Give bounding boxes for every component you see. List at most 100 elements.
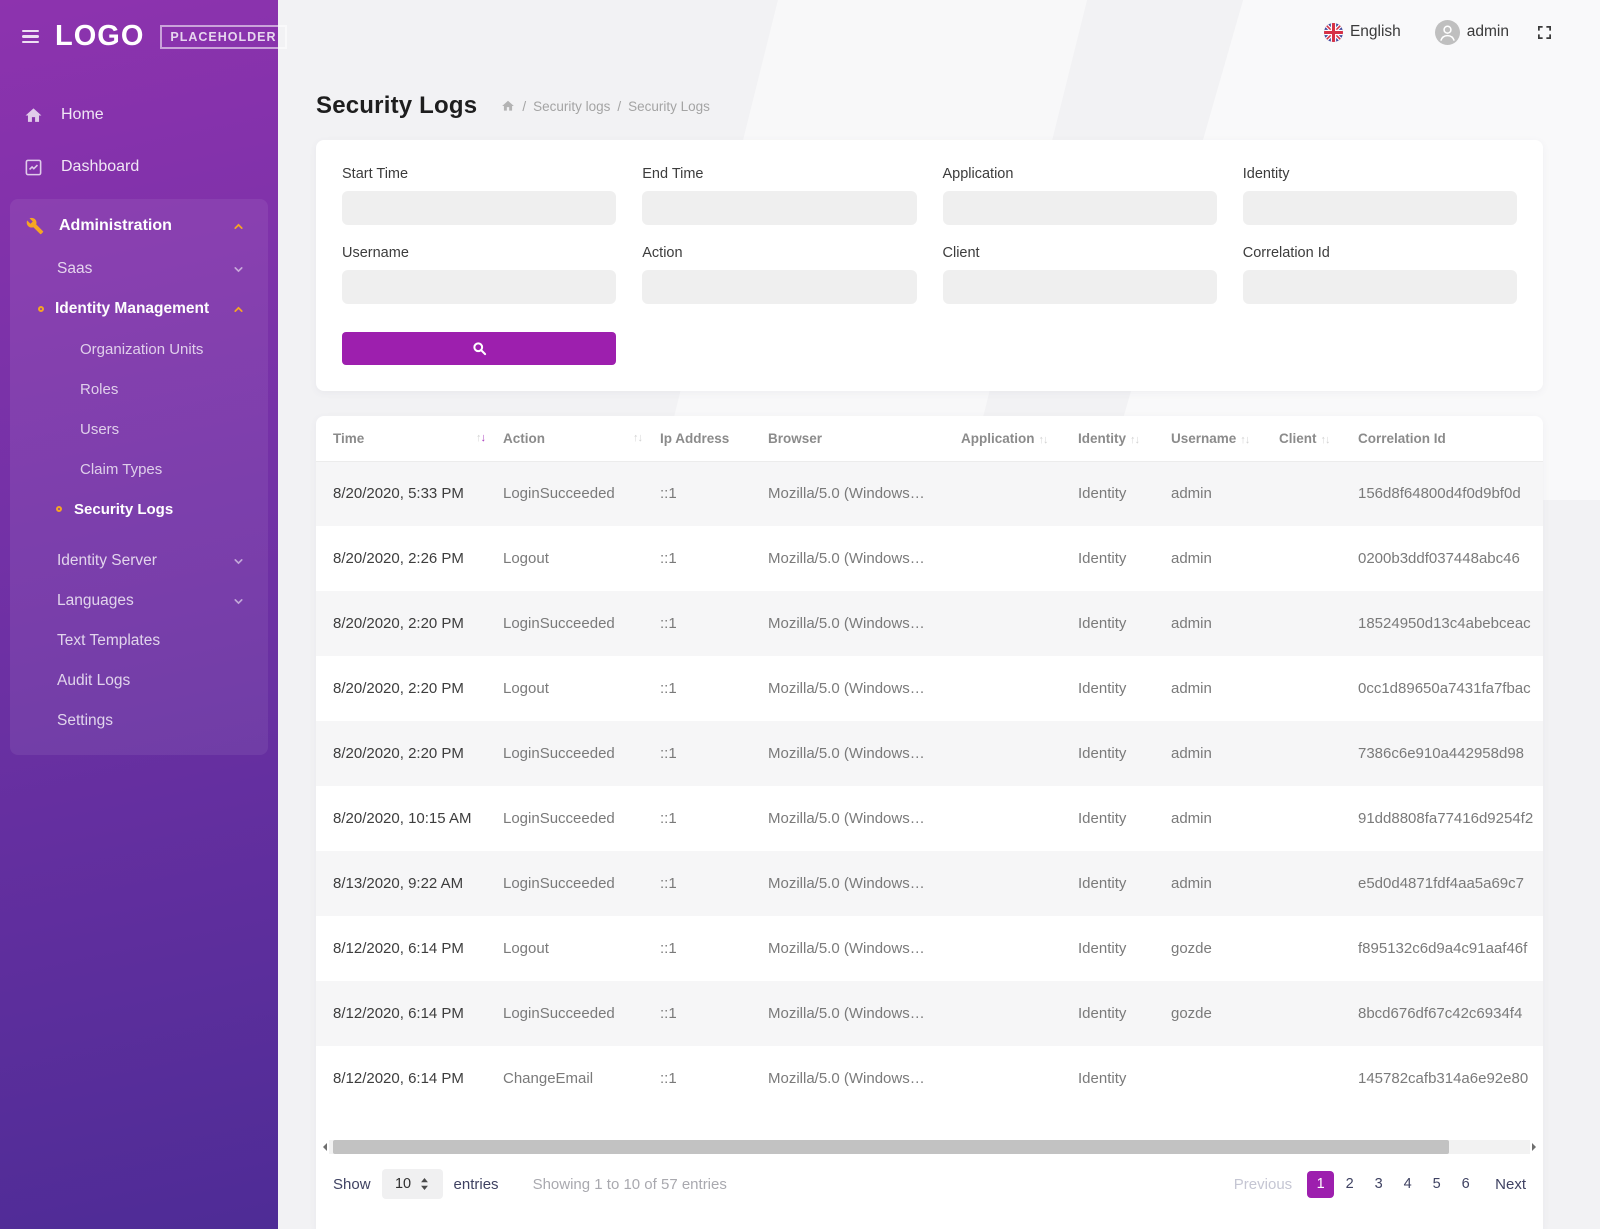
cell-identity: Identity bbox=[1078, 1070, 1127, 1087]
cell-ip-address: ::1 bbox=[660, 615, 677, 632]
topbar: English admin bbox=[278, 0, 1600, 50]
cell-client bbox=[1279, 591, 1358, 656]
start-time-label: Start Time bbox=[342, 166, 409, 182]
sidebar-item-identity-management[interactable]: Identity Management bbox=[10, 289, 268, 329]
breadcrumb-home-icon[interactable] bbox=[501, 99, 515, 113]
sidebar-item-claim-types[interactable]: Claim Types bbox=[10, 449, 268, 489]
main-area: English admin Security Logs / Security l… bbox=[278, 0, 1600, 1229]
action-input[interactable] bbox=[642, 270, 917, 304]
cell-identity: Identity bbox=[1078, 615, 1127, 632]
cell-identity: Identity bbox=[1078, 875, 1127, 892]
title-row: Security Logs / Security logs / Security… bbox=[316, 92, 1543, 120]
user-menu[interactable]: admin bbox=[1434, 19, 1509, 45]
sidebar-item-security-logs[interactable]: Security Logs bbox=[10, 489, 268, 529]
start-time-input[interactable] bbox=[342, 191, 617, 225]
table-row: 8/12/2020, 6:14 PM LoginSucceeded ::1 Mo… bbox=[316, 981, 1543, 1046]
column-header-action[interactable]: Action ↑↓ bbox=[503, 416, 660, 462]
cell-client bbox=[1279, 981, 1358, 1046]
sidebar-item-settings[interactable]: Settings bbox=[10, 701, 268, 741]
correlation-id-input[interactable] bbox=[1242, 270, 1517, 304]
page-button-5[interactable]: 5 bbox=[1432, 1176, 1441, 1192]
page-button-1[interactable]: 1 bbox=[1307, 1170, 1335, 1198]
sidebar-item-audit-logs[interactable]: Audit Logs bbox=[10, 661, 268, 701]
table-row: 8/20/2020, 2:20 PM LoginSucceeded ::1 Mo… bbox=[316, 591, 1543, 656]
scroll-right-icon[interactable] bbox=[1532, 1142, 1540, 1151]
cell-browser: Mozilla/5.0 (Windows… bbox=[768, 1005, 925, 1022]
uk-flag-icon bbox=[1323, 22, 1343, 42]
cell-correlation-id: 145782cafb314a6e92e80 bbox=[1358, 1070, 1529, 1087]
cell-client bbox=[1279, 916, 1358, 981]
cell-ip-address: ::1 bbox=[660, 550, 677, 567]
cell-action: LoginSucceeded bbox=[503, 615, 615, 632]
menu-toggle-icon[interactable] bbox=[22, 26, 39, 48]
application-input[interactable] bbox=[942, 191, 1217, 225]
sidebar-item-home[interactable]: Home bbox=[0, 89, 278, 141]
table-row: 8/20/2020, 2:26 PM Logout ::1 Mozilla/5.… bbox=[316, 526, 1543, 591]
sidebar-item-languages[interactable]: Languages bbox=[10, 581, 268, 621]
sidebar-item-users[interactable]: Users bbox=[10, 409, 268, 449]
cell-username: admin bbox=[1171, 485, 1212, 503]
end-time-input[interactable] bbox=[642, 191, 917, 225]
cell-time: 8/20/2020, 2:20 PM bbox=[333, 680, 464, 697]
page-button-3[interactable]: 3 bbox=[1374, 1176, 1383, 1192]
fullscreen-icon[interactable] bbox=[1537, 25, 1552, 40]
cell-action: Logout bbox=[503, 680, 549, 697]
cell-action: LoginSucceeded bbox=[503, 875, 615, 892]
sidebar-item-administration[interactable]: Administration bbox=[10, 203, 268, 249]
sidebar-item-label: Saas bbox=[57, 260, 93, 277]
cell-username: admin bbox=[1171, 745, 1212, 762]
dashboard-icon bbox=[25, 159, 42, 175]
column-header-username[interactable]: Username ↑↓ bbox=[1171, 416, 1279, 462]
active-ring-icon bbox=[38, 306, 44, 312]
cell-browser: Mozilla/5.0 (Windows… bbox=[768, 875, 925, 892]
table-row: 8/13/2020, 9:22 AM LoginSucceeded ::1 Mo… bbox=[316, 851, 1543, 916]
cell-username: gozde bbox=[1171, 1005, 1212, 1022]
correlation-id-label: Correlation Id bbox=[1242, 245, 1330, 261]
sidebar-item-saas[interactable]: Saas bbox=[10, 249, 268, 289]
column-header-time[interactable]: Time ↑↓ bbox=[316, 416, 503, 462]
cell-correlation-id: 0cc1d89650a7431fa7fbac bbox=[1358, 680, 1531, 697]
page-button-4[interactable]: 4 bbox=[1403, 1176, 1412, 1192]
chevron-down-icon bbox=[232, 555, 245, 568]
column-header-application[interactable]: Application ↑↓ bbox=[961, 416, 1078, 462]
column-header-client[interactable]: Client ↑↓ bbox=[1279, 416, 1358, 462]
username-input[interactable] bbox=[342, 270, 617, 304]
language-selector[interactable]: English bbox=[1323, 22, 1401, 42]
client-input[interactable] bbox=[942, 270, 1217, 304]
cell-browser: Mozilla/5.0 (Windows… bbox=[768, 615, 925, 632]
client-label: Client bbox=[942, 245, 980, 261]
cell-browser: Mozilla/5.0 (Windows… bbox=[768, 485, 925, 503]
scrollbar-thumb[interactable] bbox=[333, 1139, 1449, 1154]
sidebar-item-identity-server[interactable]: Identity Server bbox=[10, 541, 268, 581]
cell-browser: Mozilla/5.0 (Windows… bbox=[768, 940, 925, 957]
sidebar-item-label: Administration bbox=[59, 217, 172, 234]
cell-correlation-id: 7386c6e910a442958d98 bbox=[1358, 745, 1525, 762]
end-time-label: End Time bbox=[642, 166, 704, 182]
previous-page-button[interactable]: Previous bbox=[1233, 1175, 1293, 1193]
page-button-2[interactable]: 2 bbox=[1345, 1176, 1354, 1192]
search-button[interactable] bbox=[342, 332, 616, 365]
username-label: Username bbox=[342, 245, 409, 261]
cell-identity: Identity bbox=[1078, 810, 1127, 827]
page-button-6[interactable]: 6 bbox=[1461, 1176, 1470, 1192]
sidebar-item-dashboard[interactable]: Dashboard bbox=[0, 141, 278, 193]
sidebar-item-roles[interactable]: Roles bbox=[10, 369, 268, 409]
column-header-identity[interactable]: Identity ↑↓ bbox=[1078, 416, 1171, 462]
breadcrumb-current: Security Logs bbox=[628, 98, 710, 114]
page-size-select[interactable]: 10 bbox=[381, 1169, 443, 1199]
column-header-ip-address: Ip Address bbox=[660, 416, 768, 462]
cell-identity: Identity bbox=[1078, 550, 1127, 567]
cell-time: 8/12/2020, 6:14 PM bbox=[333, 1070, 464, 1087]
sidebar-item-label: Claim Types bbox=[80, 460, 163, 478]
sidebar-item-text-templates[interactable]: Text Templates bbox=[10, 621, 268, 661]
action-label: Action bbox=[642, 245, 683, 261]
identity-input[interactable] bbox=[1242, 191, 1517, 225]
scrollbar-track[interactable] bbox=[329, 1139, 1530, 1154]
next-page-button[interactable]: Next bbox=[1495, 1175, 1526, 1193]
cell-ip-address: ::1 bbox=[660, 485, 677, 503]
sidebar-item-organization-units[interactable]: Organization Units bbox=[10, 329, 268, 369]
active-ring-icon bbox=[56, 506, 62, 512]
breadcrumb-link[interactable]: Security logs bbox=[533, 98, 611, 114]
sort-icon: ↑↓ bbox=[1240, 433, 1250, 446]
scroll-left-icon[interactable] bbox=[319, 1142, 327, 1151]
